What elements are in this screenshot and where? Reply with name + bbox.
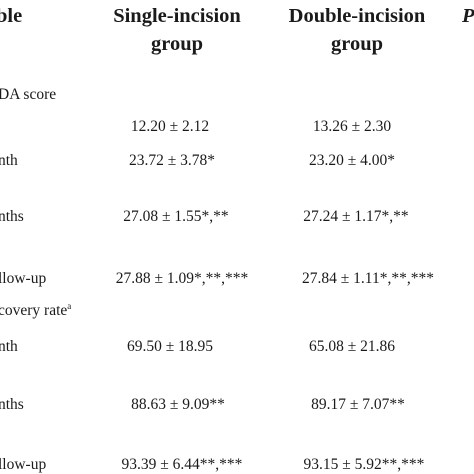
header-double-line1: Double-incision bbox=[288, 5, 426, 27]
cell-double: 93.15 ± 5.92**,*** bbox=[303, 456, 425, 473]
cell-double: 13.26 ± 2.30 bbox=[312, 118, 392, 135]
header-variable-line1: ble bbox=[0, 5, 23, 27]
cell-double: 65.08 ± 21.86 bbox=[308, 338, 396, 355]
cell-single: 88.63 ± 9.09** bbox=[131, 396, 225, 413]
cell-double: 89.17 ± 7.07** bbox=[311, 396, 405, 413]
cell-double: 27.84 ± 1.11*,**,*** bbox=[302, 270, 434, 287]
header-single-incision: Single-incision group bbox=[92, 2, 262, 58]
section-label-recovery-text: covery rate bbox=[0, 302, 68, 319]
cell-single: 27.88 ± 1.09*,**,*** bbox=[115, 270, 249, 287]
row-label: nth bbox=[0, 152, 18, 169]
section-label-score: DA score bbox=[0, 86, 56, 104]
cell-single: 93.39 ± 6.44**,*** bbox=[121, 456, 243, 473]
cell-single: 27.08 ± 1.55*,** bbox=[123, 208, 229, 225]
section-label-score-text: DA score bbox=[0, 86, 57, 103]
header-double-line2: group bbox=[330, 33, 384, 55]
header-p-line1: P bbox=[462, 5, 474, 27]
row-label: nths bbox=[0, 208, 24, 225]
header-double-incision: Double-incision group bbox=[272, 2, 442, 58]
row-label: llow-up bbox=[0, 270, 47, 287]
cell-single: 23.72 ± 3.78* bbox=[128, 152, 216, 169]
header-p-value: P bbox=[462, 2, 474, 30]
header-variable: ble bbox=[0, 2, 22, 30]
header-single-line1: Single-incision bbox=[113, 5, 241, 27]
row-label: nths bbox=[0, 396, 24, 413]
section-label-recovery-rate: covery ratea bbox=[0, 302, 71, 320]
cell-double: 27.24 ± 1.17*,** bbox=[303, 208, 409, 225]
row-label: nth bbox=[0, 338, 18, 355]
cell-double: 23.20 ± 4.00* bbox=[308, 152, 396, 169]
footnote-marker: a bbox=[67, 301, 72, 311]
row-label: llow-up bbox=[0, 456, 47, 473]
cell-single: 12.20 ± 2.12 bbox=[130, 118, 210, 135]
cell-single: 69.50 ± 18.95 bbox=[126, 338, 214, 355]
header-single-line2: group bbox=[150, 33, 204, 55]
